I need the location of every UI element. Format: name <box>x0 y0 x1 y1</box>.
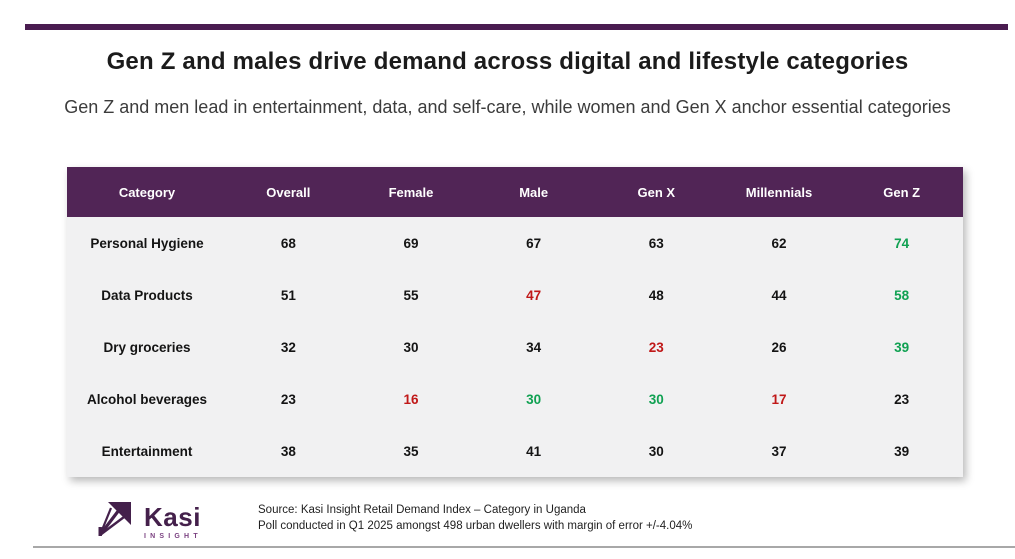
table-cell: 17 <box>771 391 787 407</box>
source-line-1: Source: Kasi Insight Retail Demand Index… <box>258 504 586 516</box>
table-cell: 30 <box>526 391 542 407</box>
column-header-millennials: Millennials <box>717 167 841 217</box>
source-attribution: Source: Kasi Insight Retail Demand Index… <box>258 503 692 534</box>
logo-wordmark: Kasi <box>144 501 201 532</box>
page-title: Gen Z and males drive demand across digi… <box>106 48 909 75</box>
kasi-logo-arrow-icon <box>95 498 135 545</box>
row-category-label: Entertainment <box>101 443 193 459</box>
row-category-label: Personal Hygiene <box>90 235 204 251</box>
table-cell: 23 <box>894 391 910 407</box>
table-cell: 23 <box>648 339 664 355</box>
table-cell: 34 <box>526 339 542 355</box>
table-cell: 30 <box>403 339 419 355</box>
table-cell: 47 <box>526 287 542 303</box>
table-cell: 48 <box>648 287 664 303</box>
table-cell: 55 <box>403 287 419 303</box>
table-cell: 32 <box>280 339 296 355</box>
table-cell: 23 <box>280 391 296 407</box>
table-cell: 74 <box>894 235 910 251</box>
column-header-genx: Gen X <box>594 167 718 217</box>
table-cell: 63 <box>648 235 664 251</box>
table-cell: 62 <box>771 235 787 251</box>
table-cell: 41 <box>526 443 542 459</box>
table-cell: 39 <box>894 339 910 355</box>
column-header-male: Male <box>472 167 595 217</box>
table-cell: 51 <box>280 287 296 303</box>
table-cell: 38 <box>280 443 296 459</box>
column-header-genz: Gen Z <box>840 167 963 217</box>
bottom-divider-rule <box>33 546 1015 548</box>
demand-index-table: Category Overall Female Male Gen X Mille… <box>67 167 963 477</box>
table-cell: 30 <box>648 443 664 459</box>
top-accent-rule <box>25 24 1008 30</box>
table-cell: 37 <box>771 443 787 459</box>
table-cell: 58 <box>894 287 910 303</box>
kasi-insight-logo: Kasi INSIGHT <box>95 498 202 545</box>
source-line-2: Poll conducted in Q1 2025 amongst 498 ur… <box>258 519 693 532</box>
table-cell: 35 <box>403 443 419 459</box>
row-category-label: Dry groceries <box>103 339 191 355</box>
table-cell: 69 <box>403 235 419 251</box>
table-cell: 67 <box>526 235 542 251</box>
table-cell: 39 <box>894 443 910 459</box>
row-category-label: Alcohol beverages <box>86 391 208 407</box>
table-cell: 26 <box>771 339 787 355</box>
page-subtitle: Gen Z and men lead in entertainment, dat… <box>64 97 951 117</box>
table-cell: 16 <box>403 391 419 407</box>
column-header-female: Female <box>349 167 473 217</box>
row-category-label: Data Products <box>101 287 193 303</box>
logo-tagline: INSIGHT <box>144 532 202 540</box>
table-cell: 68 <box>280 235 296 251</box>
table-cell: 30 <box>648 391 664 407</box>
table-cell: 44 <box>771 287 787 303</box>
column-header-overall: Overall <box>227 167 350 217</box>
column-header-category: Category <box>67 167 227 217</box>
